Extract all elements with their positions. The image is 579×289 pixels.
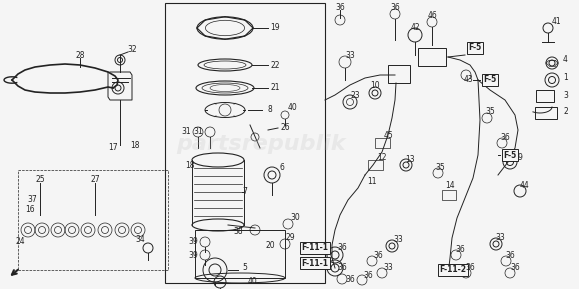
Text: 11: 11 bbox=[367, 177, 377, 186]
Text: 32: 32 bbox=[127, 45, 137, 55]
Text: 36: 36 bbox=[455, 245, 465, 255]
Text: F-5: F-5 bbox=[503, 151, 516, 160]
Text: 2: 2 bbox=[563, 108, 569, 116]
Text: 16: 16 bbox=[25, 205, 35, 214]
Text: 20: 20 bbox=[265, 240, 275, 249]
Text: 36: 36 bbox=[465, 264, 475, 273]
Text: 36: 36 bbox=[390, 3, 400, 12]
Text: 33: 33 bbox=[495, 234, 505, 242]
Text: 31: 31 bbox=[181, 127, 191, 136]
Text: 39: 39 bbox=[188, 251, 198, 260]
Bar bbox=[442, 190, 456, 200]
Text: 46: 46 bbox=[427, 10, 437, 19]
Text: 26: 26 bbox=[280, 123, 290, 132]
Text: 42: 42 bbox=[410, 23, 420, 32]
Text: 24: 24 bbox=[15, 238, 25, 247]
Bar bbox=[536, 90, 554, 102]
Bar bbox=[165, 3, 325, 283]
Text: 33: 33 bbox=[345, 51, 355, 60]
Text: 39: 39 bbox=[188, 238, 198, 247]
Text: 7: 7 bbox=[243, 188, 247, 197]
Text: 44: 44 bbox=[520, 181, 530, 190]
Text: 43: 43 bbox=[463, 75, 473, 84]
Text: F-5: F-5 bbox=[483, 75, 497, 84]
Bar bbox=[368, 160, 383, 170]
Text: 17: 17 bbox=[108, 144, 118, 153]
Text: 35: 35 bbox=[485, 108, 495, 116]
Text: 12: 12 bbox=[378, 153, 387, 162]
Text: 4: 4 bbox=[563, 55, 567, 64]
Text: 40: 40 bbox=[287, 103, 297, 112]
Text: 18: 18 bbox=[130, 140, 140, 149]
Text: 22: 22 bbox=[270, 60, 280, 69]
Bar bbox=[535, 107, 557, 119]
Text: 36: 36 bbox=[337, 264, 347, 273]
Text: 29: 29 bbox=[285, 234, 295, 242]
Text: 36: 36 bbox=[505, 251, 515, 260]
Text: 45: 45 bbox=[383, 131, 393, 140]
Text: 35: 35 bbox=[435, 164, 445, 173]
Text: 13: 13 bbox=[405, 155, 415, 164]
Text: F-11-1: F-11-1 bbox=[302, 244, 328, 253]
Text: 33: 33 bbox=[383, 264, 393, 273]
Text: F-11-2: F-11-2 bbox=[439, 266, 467, 275]
Text: 28: 28 bbox=[75, 51, 85, 60]
Text: 36: 36 bbox=[363, 271, 373, 279]
Bar bbox=[375, 138, 390, 148]
Text: 36: 36 bbox=[337, 244, 347, 253]
Text: 9: 9 bbox=[518, 153, 522, 162]
Text: 23: 23 bbox=[350, 90, 360, 99]
Text: 5: 5 bbox=[243, 264, 247, 273]
Text: 30: 30 bbox=[290, 214, 300, 223]
Text: 38: 38 bbox=[233, 227, 243, 236]
Text: 15: 15 bbox=[427, 53, 437, 62]
Text: 31: 31 bbox=[193, 127, 203, 136]
Text: 19: 19 bbox=[270, 23, 280, 32]
Text: 34: 34 bbox=[135, 236, 145, 244]
Text: 14: 14 bbox=[445, 181, 455, 190]
Text: 25: 25 bbox=[35, 175, 45, 184]
Text: F-5: F-5 bbox=[468, 44, 482, 53]
Text: 40: 40 bbox=[247, 277, 257, 286]
Text: F-11-1: F-11-1 bbox=[302, 258, 328, 268]
Text: 10: 10 bbox=[370, 81, 380, 90]
Bar bbox=[388, 65, 410, 83]
Text: 36: 36 bbox=[335, 3, 345, 12]
Text: 21: 21 bbox=[270, 84, 280, 92]
Text: 36: 36 bbox=[500, 134, 510, 142]
Text: 8: 8 bbox=[267, 105, 272, 114]
Text: 6: 6 bbox=[280, 164, 284, 173]
Text: 3: 3 bbox=[563, 90, 569, 99]
Text: 18: 18 bbox=[185, 160, 195, 170]
Text: 36: 36 bbox=[373, 251, 383, 260]
Text: 27: 27 bbox=[90, 175, 100, 184]
Text: 41: 41 bbox=[551, 18, 561, 27]
Text: 33: 33 bbox=[393, 236, 403, 244]
Text: 36: 36 bbox=[510, 264, 520, 273]
Bar bbox=[18, 170, 168, 270]
Bar bbox=[418, 48, 446, 66]
Text: 37: 37 bbox=[27, 195, 37, 205]
Text: partsrepublik: partsrepublik bbox=[176, 134, 345, 155]
Bar bbox=[195, 230, 285, 278]
Text: 36: 36 bbox=[345, 275, 355, 284]
Text: 1: 1 bbox=[563, 73, 569, 82]
